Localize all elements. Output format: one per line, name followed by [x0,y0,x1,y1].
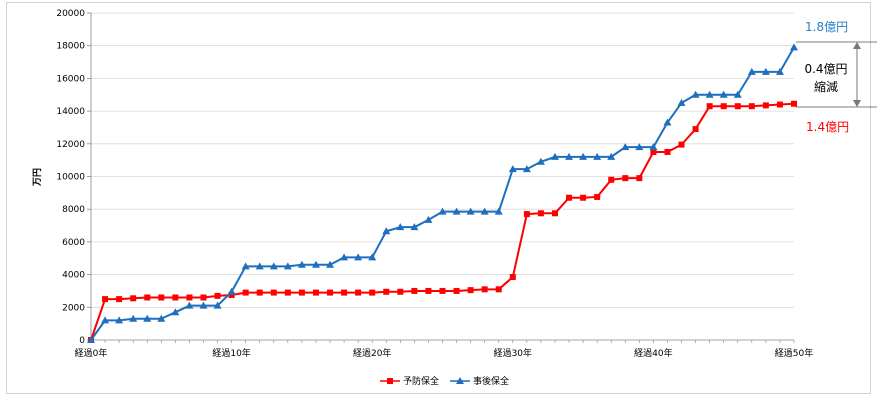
data-point [383,289,389,295]
annotation-diff-amount: 0.4億円 [804,62,847,76]
data-point [130,295,136,301]
data-point [411,288,417,294]
data-point [200,294,206,300]
legend: 予防保全 事後保全 [380,375,509,387]
x-axis: 経過0年 経過10年 経過20年 経過30年 経過40年 経過50年 [75,340,814,359]
x-tick-label: 経過50年 [775,347,813,359]
series-layer [87,43,798,343]
data-point [327,290,333,296]
data-point [482,286,488,292]
data-point [763,102,769,108]
grid-lines [91,13,794,307]
series-line-1 [91,47,794,340]
y-tick-label: 12000 [56,140,85,150]
data-point [566,195,572,201]
y-tick-label: 4000 [62,271,85,281]
legend-label-preventive: 予防保全 [403,375,439,387]
data-point [790,43,798,50]
data-point [679,142,685,148]
data-point [608,177,614,183]
data-point [594,194,600,200]
data-point [299,290,305,296]
x-tick-label: 経過30年 [494,347,532,359]
data-point [341,290,347,296]
y-tick-label: 20000 [56,9,85,19]
data-point [116,296,122,302]
data-point [313,290,319,296]
legend-item-corrective: 事後保全 [450,375,509,387]
data-point [693,126,699,132]
data-point [369,290,375,296]
data-point [552,210,558,216]
data-point [397,289,403,295]
data-point [243,290,249,296]
data-point [440,288,446,294]
annotation-arrow-up [853,42,861,49]
y-tick-label: 2000 [62,303,85,313]
data-point [791,101,797,107]
data-point [636,175,642,181]
y-axis-label: 万円 [32,168,43,187]
data-point [257,290,263,296]
legend-label-corrective: 事後保全 [473,375,509,387]
data-point [468,287,474,293]
y-tick-label: 0 [79,336,85,346]
data-point [580,195,586,201]
data-point [144,294,150,300]
data-point [186,294,192,300]
data-point [285,290,291,296]
data-point [271,290,277,296]
series-line-0 [91,104,794,340]
x-tick-label: 経過40年 [634,347,672,359]
data-point [215,293,221,299]
data-point [172,294,178,300]
y-tick-label: 8000 [62,205,85,215]
data-point [425,288,431,294]
data-point [622,175,628,181]
data-point [496,286,502,292]
data-point [158,294,164,300]
y-tick-label: 16000 [56,74,85,84]
annotation-diff-label: 縮減 [814,79,838,94]
data-point [228,288,236,295]
data-point [721,103,727,109]
reduction-annotation: 1.8億円 0.4億円 縮減 1.4億円 [796,20,877,134]
y-axis: 0 2000 4000 6000 8000 10000 12000 14000 16000 180… [56,9,91,346]
y-tick-label: 14000 [56,107,85,117]
annotation-top-value: 1.8億円 [805,20,848,34]
y-tick-label: 10000 [56,173,85,183]
x-tick-label: 経過0年 [75,347,108,359]
data-point [749,103,755,109]
data-point [524,211,530,217]
annotation-bottom-value: 1.4億円 [806,120,849,134]
x-tick-label: 経過20年 [353,347,391,359]
data-point [735,103,741,109]
data-point [454,288,460,294]
y-tick-label: 6000 [62,238,85,248]
data-point [777,102,783,108]
y-tick-label: 18000 [56,42,85,52]
data-point [102,296,108,302]
data-point [664,149,670,155]
legend-item-preventive: 予防保全 [380,375,439,387]
data-point [510,274,516,280]
data-point [707,103,713,109]
annotation-arrow-down [853,100,861,107]
x-tick-label: 経過10年 [212,347,250,359]
data-point [355,290,361,296]
data-point [538,210,544,216]
